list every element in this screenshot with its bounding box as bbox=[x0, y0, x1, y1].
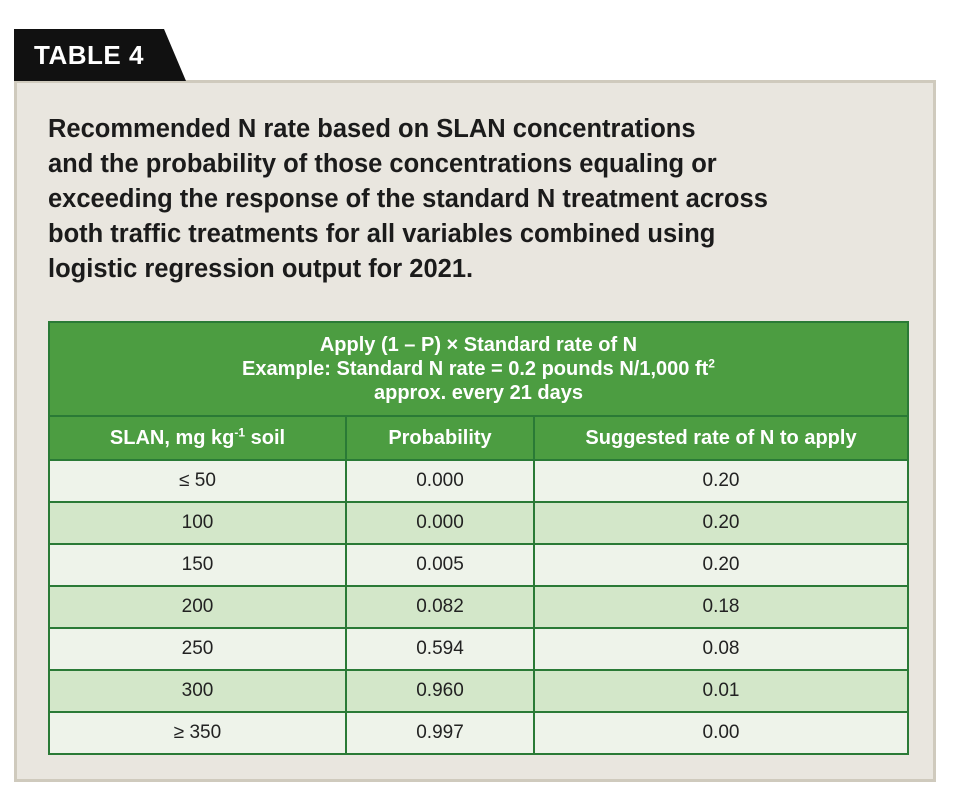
nitrogen-rate-table: Apply (1 – P) × Standard rate of N Examp… bbox=[48, 321, 909, 755]
column-header-slan: SLAN, mg kg-1 soil bbox=[48, 415, 347, 461]
cell-rate: 0.20 bbox=[533, 543, 909, 587]
slan-header-suffix: soil bbox=[245, 426, 286, 449]
table-row: ≤ 50 0.000 0.20 bbox=[48, 459, 909, 503]
cell-rate: 0.20 bbox=[533, 459, 909, 503]
cell-probability: 0.082 bbox=[345, 585, 535, 629]
cell-slan: ≥ 350 bbox=[48, 711, 347, 755]
cell-probability: 0.000 bbox=[345, 501, 535, 545]
column-header-probability: Probability bbox=[345, 415, 535, 461]
column-header-rate: Suggested rate of N to apply bbox=[533, 415, 909, 461]
slan-header-superscript: -1 bbox=[234, 424, 246, 439]
table-row: 200 0.082 0.18 bbox=[48, 585, 909, 629]
cell-slan: 150 bbox=[48, 543, 347, 587]
cell-probability: 0.997 bbox=[345, 711, 535, 755]
cell-probability: 0.000 bbox=[345, 459, 535, 503]
cell-slan: 250 bbox=[48, 627, 347, 671]
table-row: 250 0.594 0.08 bbox=[48, 627, 909, 671]
table-banner: Apply (1 – P) × Standard rate of N Examp… bbox=[48, 321, 909, 417]
cell-rate: 0.00 bbox=[533, 711, 909, 755]
table-number-tag: TABLE 4 bbox=[14, 29, 186, 81]
cell-rate: 0.01 bbox=[533, 669, 909, 713]
banner-example-superscript: 2 bbox=[708, 356, 715, 371]
table-caption: Recommended N rate based on SLAN concent… bbox=[48, 115, 768, 283]
banner-formula: Apply (1 – P) × Standard rate of N bbox=[319, 334, 638, 356]
table-row: ≥ 350 0.997 0.00 bbox=[48, 711, 909, 755]
cell-slan: ≤ 50 bbox=[48, 459, 347, 503]
cell-rate: 0.20 bbox=[533, 501, 909, 545]
slan-header-text: SLAN, mg kg bbox=[109, 426, 235, 449]
table-row: 150 0.005 0.20 bbox=[48, 543, 909, 587]
cell-slan: 100 bbox=[48, 501, 347, 545]
table-row: 300 0.960 0.01 bbox=[48, 669, 909, 713]
cell-rate: 0.08 bbox=[533, 627, 909, 671]
banner-frequency: approx. every 21 days bbox=[373, 382, 583, 404]
cell-slan: 300 bbox=[48, 669, 347, 713]
cell-probability: 0.005 bbox=[345, 543, 535, 587]
cell-probability: 0.960 bbox=[345, 669, 535, 713]
banner-example: Example: Standard N rate = 0.2 pounds N/… bbox=[50, 357, 907, 381]
cell-rate: 0.18 bbox=[533, 585, 909, 629]
table-row: 100 0.000 0.20 bbox=[48, 501, 909, 545]
cell-probability: 0.594 bbox=[345, 627, 535, 671]
cell-slan: 200 bbox=[48, 585, 347, 629]
table-body: ≤ 50 0.000 0.20 100 0.000 0.20 150 0.005 0.20 200… bbox=[48, 459, 909, 755]
banner-example-text: Example: Standard N rate = 0.2 pounds N/… bbox=[242, 358, 709, 380]
